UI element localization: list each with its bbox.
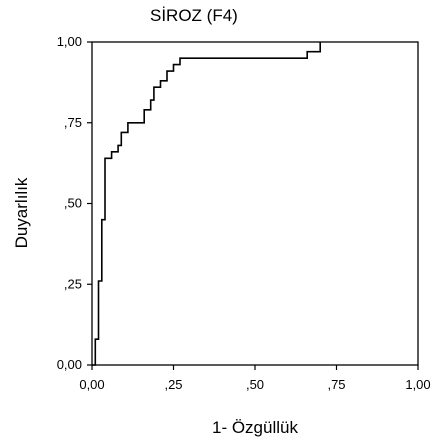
x-tick-label: 1,00 xyxy=(405,377,430,392)
y-tick-label: ,75 xyxy=(64,115,82,130)
roc-curve-line xyxy=(92,42,322,366)
y-axis-label: Duyarlılık xyxy=(12,177,31,248)
plot-frame xyxy=(91,41,419,366)
y-tick-label: 1,00 xyxy=(57,34,82,49)
x-tick-label: ,75 xyxy=(327,377,345,392)
y-tick-label: 0,00 xyxy=(57,357,82,372)
x-tick-label: ,50 xyxy=(246,377,264,392)
roc-curve-group xyxy=(92,42,322,366)
y-tick-label: ,25 xyxy=(64,276,82,291)
x-axis-label: 1- Özgüllük xyxy=(212,418,298,437)
x-axis-ticks: 0,00 ,25 ,50 ,75 1,00 xyxy=(79,365,431,392)
chart-title: SİROZ (F4) xyxy=(150,6,238,25)
x-tick-label: ,25 xyxy=(164,377,182,392)
x-tick-label: 0,00 xyxy=(79,377,104,392)
y-axis-ticks: 0,00 ,25 ,50 ,75 1,00 xyxy=(57,34,92,372)
y-tick-label: ,50 xyxy=(64,196,82,211)
